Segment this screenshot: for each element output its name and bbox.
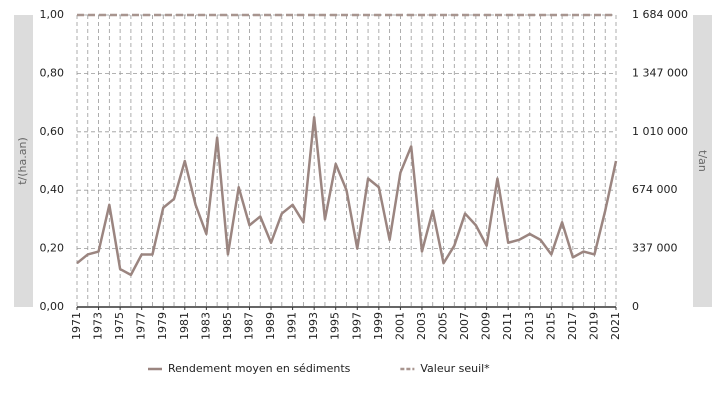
y-axis-band — [14, 15, 33, 307]
x-tick-label: 1997 — [350, 312, 363, 340]
x-tick-label: 1989 — [264, 312, 277, 340]
y2-tick-label: 337 000 — [632, 242, 678, 255]
y2-tick-label: 1 684 000 — [632, 8, 688, 21]
legend-label: Valeur seuil* — [420, 362, 490, 375]
x-tick-label: 1995 — [329, 312, 342, 340]
x-tick-label: 1991 — [286, 312, 299, 340]
x-tick-label: 1981 — [178, 312, 191, 340]
y-tick-label: 0,00 — [40, 300, 65, 313]
x-tick-label: 2005 — [437, 312, 450, 340]
x-tick-label: 2017 — [566, 312, 579, 340]
series-line — [76, 115, 618, 277]
x-tick-label: 2011 — [501, 312, 514, 340]
y-tick-label: 0,80 — [40, 66, 65, 79]
x-tick-label: 1993 — [307, 312, 320, 340]
y2-tick-label: 674 000 — [632, 183, 678, 196]
y-tick-label: 0,20 — [40, 242, 65, 255]
x-tick-label: 2009 — [480, 312, 493, 340]
x-tick-label: 2003 — [415, 312, 428, 340]
y2-axis-band — [693, 15, 712, 307]
x-tick-label: 2001 — [393, 312, 406, 340]
y-tick-label: 0,40 — [40, 183, 65, 196]
x-tick-label: 1987 — [242, 312, 255, 340]
x-tick-label: 2021 — [609, 312, 622, 340]
x-tick-label: 2007 — [458, 312, 471, 340]
y-axis-label: t/(ha.an) — [16, 137, 29, 185]
x-tick-label: 2019 — [587, 312, 600, 340]
y-tick-label: 1,00 — [40, 8, 65, 21]
x-tick-label: 1983 — [199, 312, 212, 340]
y2-tick-label: 0 — [632, 300, 639, 313]
y2-tick-label: 1 347 000 — [632, 66, 688, 79]
y2-axis-label: t/an — [696, 150, 709, 172]
x-tick-label: 1971 — [70, 312, 83, 340]
x-tick-label: 1985 — [221, 312, 234, 340]
x-tick-label: 1999 — [372, 312, 385, 340]
legend-label: Rendement moyen en sédiments — [168, 362, 351, 375]
x-tick-label: 2013 — [523, 312, 536, 340]
x-tick-label: 1979 — [156, 312, 169, 340]
y2-tick-label: 1 010 000 — [632, 125, 688, 138]
x-tick-label: 1973 — [92, 312, 105, 340]
x-tick-label: 1975 — [113, 312, 126, 340]
y-tick-label: 0,60 — [40, 125, 65, 138]
x-tick-label: 1977 — [135, 312, 148, 340]
x-tick-label: 2015 — [544, 312, 557, 340]
